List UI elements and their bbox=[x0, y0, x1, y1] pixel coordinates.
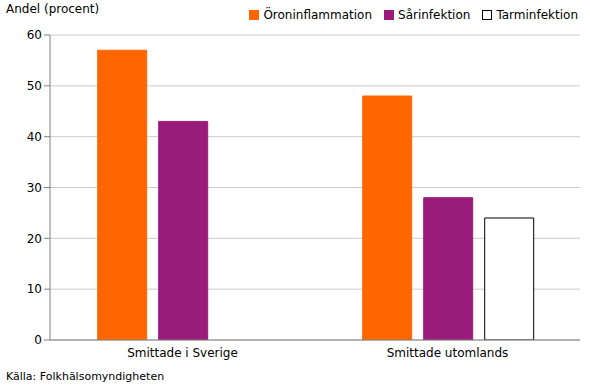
svg-text:30: 30 bbox=[27, 181, 42, 195]
html-text:Öroninflammation: Öroninflammation bbox=[263, 8, 372, 22]
html-text:Sårinfektion: Sårinfektion bbox=[398, 8, 471, 22]
html-text:Andel (procent): Andel (procent) bbox=[6, 2, 100, 16]
svg-text:40: 40 bbox=[27, 130, 42, 144]
svg-text:10: 10 bbox=[27, 282, 42, 296]
svg-text:Smittade utomlands: Smittade utomlands bbox=[387, 346, 509, 360]
svg-text:50: 50 bbox=[27, 79, 42, 93]
svg-text:Smittade i Sverige: Smittade i Sverige bbox=[127, 346, 238, 360]
html-text:Källa: Folkhälsomyndigheten: Källa: Folkhälsomyndigheten bbox=[6, 370, 165, 383]
svg-text:60: 60 bbox=[27, 28, 42, 42]
svg-text:20: 20 bbox=[27, 232, 42, 246]
svg-text:0: 0 bbox=[34, 333, 42, 347]
html-text:Tarminfektion: Tarminfektion bbox=[496, 8, 578, 22]
